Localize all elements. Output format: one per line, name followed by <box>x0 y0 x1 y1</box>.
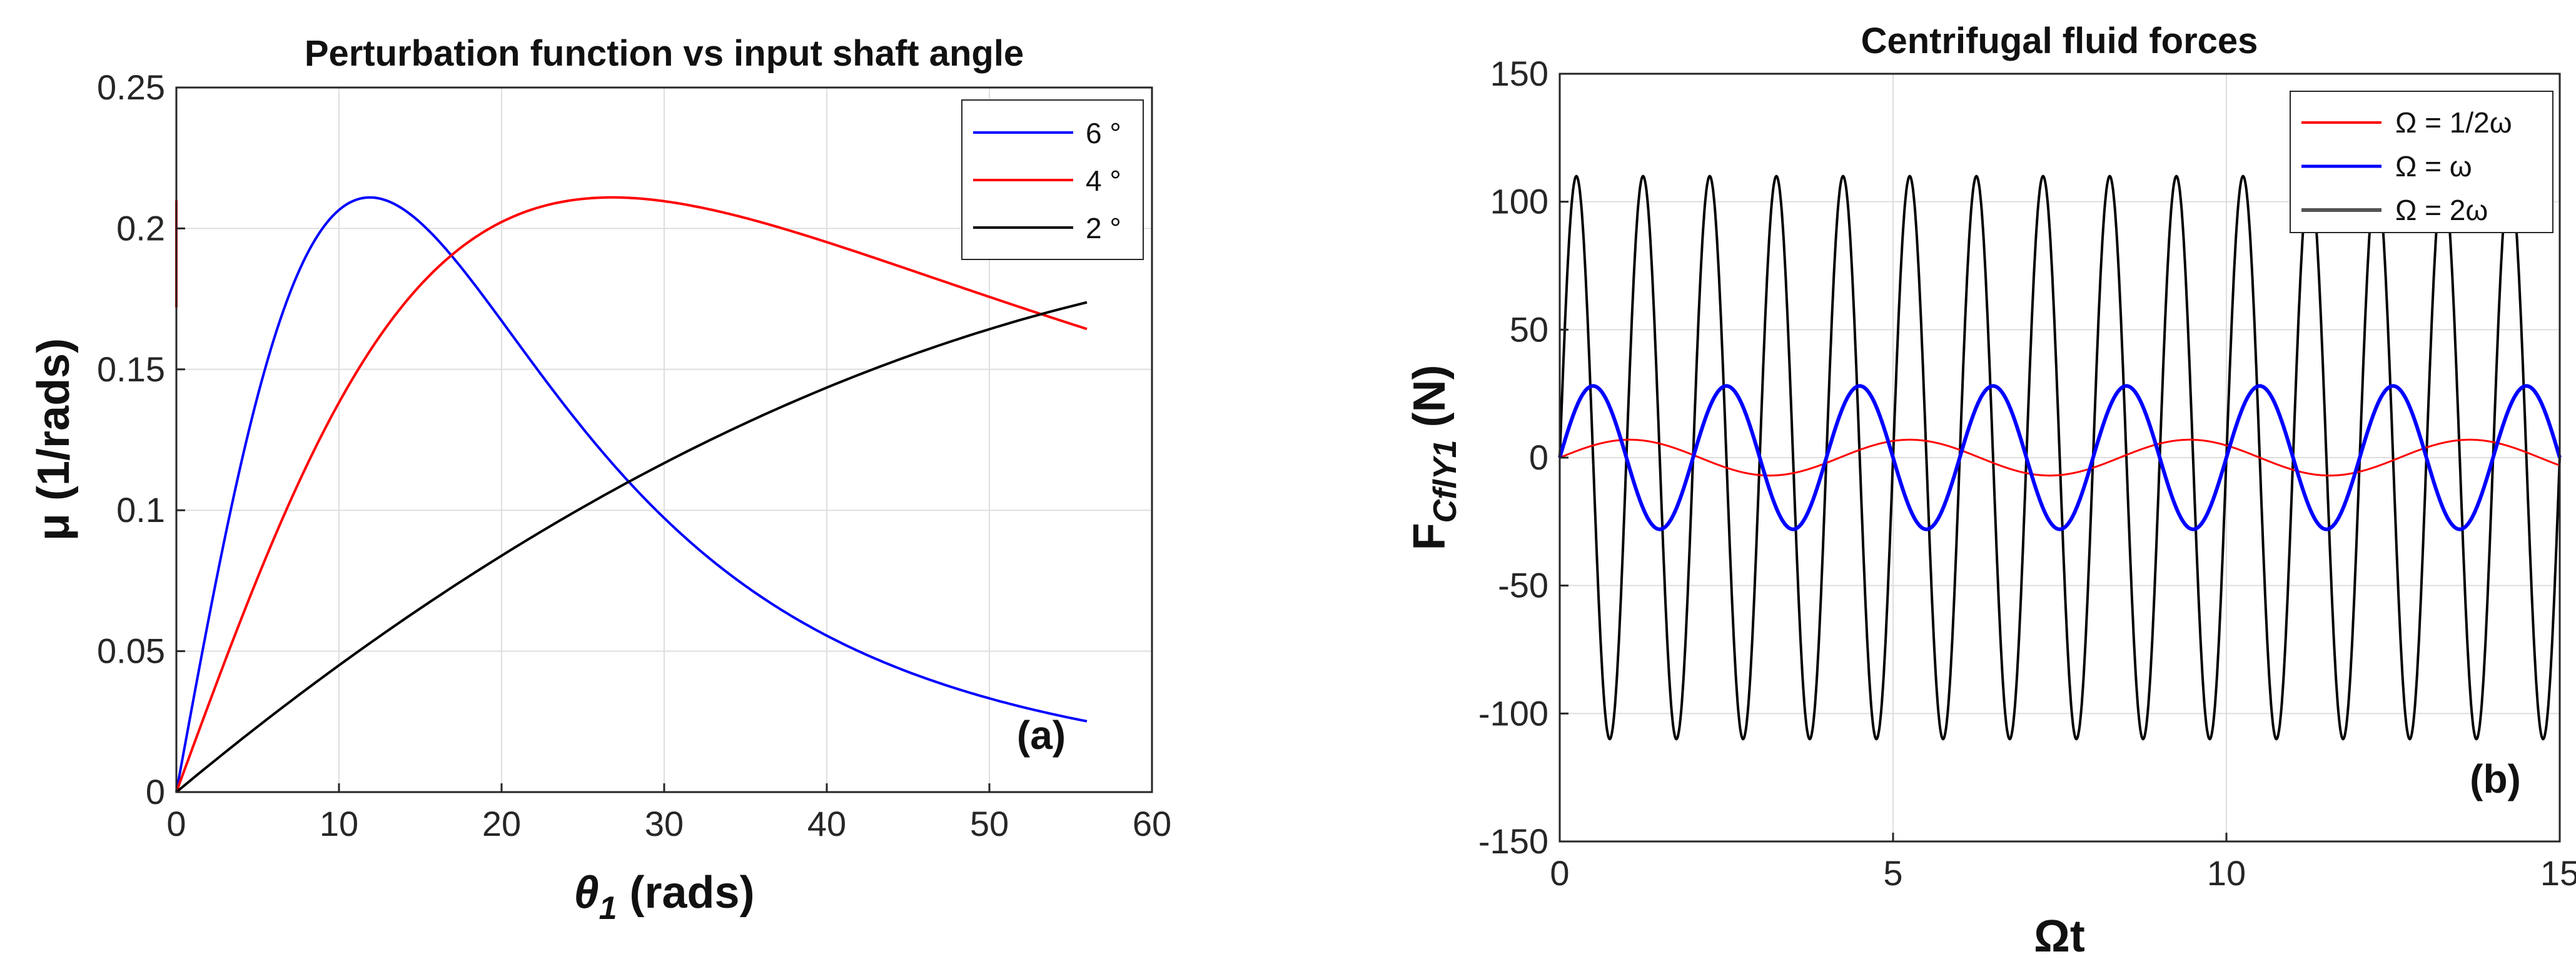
chart-a-legend: 6 ° 4 ° 2 ° <box>961 99 1144 260</box>
chart-b-y-tick-label: 150 <box>1490 54 1548 93</box>
chart-b-y-ticks: -150 -100 -50 0 50 100 150 <box>1478 54 1568 861</box>
chart-b-legend-label: Ω = 1/2ω <box>2395 106 2512 139</box>
chart-a-y-tick-label: 0.15 <box>97 349 165 389</box>
chart-b-y-tick-label: -50 <box>1498 566 1548 605</box>
chart-a-panel-label: (a) <box>1017 713 1066 758</box>
chart-a-y-tick-label: 0.2 <box>116 208 165 248</box>
chart-a-y-tick-label: 0.05 <box>97 631 165 671</box>
chart-b-x-tick-label: 5 <box>1883 853 1902 893</box>
chart-a-y-tick-label: 0.1 <box>116 490 165 530</box>
chart-a-legend-label: 2 ° <box>1086 212 1121 244</box>
chart-b-series <box>1558 174 2562 741</box>
chart-b-y-label: FCflY1 (N) <box>1405 365 1463 551</box>
chart-a-x-tick-label: 60 <box>1133 804 1171 843</box>
chart-b: 0 5 10 15 -150 -100 -50 0 50 100 150 Centrifugal … <box>1405 21 2576 961</box>
chart-b-legend-label: Ω = ω <box>2395 150 2472 183</box>
series-line-6-deg <box>175 196 1088 793</box>
series-line-half-omega <box>1559 438 2560 477</box>
chart-a-y-tick-label: 0.25 <box>97 68 165 107</box>
chart-a-x-tick-label: 10 <box>320 804 358 843</box>
chart-b-panel-label: (b) <box>2470 756 2521 801</box>
series-line-4-deg <box>175 196 1088 793</box>
chart-b-x-tick-label: 10 <box>2207 853 2246 893</box>
chart-a-x-tick-label: 0 <box>166 804 186 843</box>
chart-a-x-label: θ1 (rads) <box>573 868 754 926</box>
chart-b-y-tick-label: 50 <box>1510 309 1548 349</box>
chart-b-legend-label: Ω = 2ω <box>2395 194 2488 226</box>
chart-b-title: Centrifugal fluid forces <box>1861 21 2258 61</box>
chart-b-y-tick-label: 100 <box>1490 182 1548 221</box>
chart-b-y-tick-label: -100 <box>1478 693 1548 733</box>
chart-b-x-ticks: 0 5 10 15 <box>1550 833 2576 893</box>
chart-a-x-tick-label: 20 <box>482 804 521 843</box>
chart-a-legend-label: 4 ° <box>1086 164 1121 197</box>
chart-b-x-label: Ωt <box>2034 911 2085 961</box>
chart-b-x-tick-label: 0 <box>1550 853 1569 893</box>
series-line-omega <box>1558 384 2562 531</box>
chart-a-title: Perturbation function vs input shaft ang… <box>305 33 1024 74</box>
series-line-two-omega <box>1558 174 2561 741</box>
chart-a-series <box>175 196 1088 793</box>
chart-b-legend: Ω = 1/2ω Ω = ω Ω = 2ω <box>2290 91 2553 233</box>
chart-b-y-tick-label: -150 <box>1478 821 1548 861</box>
chart-a-legend-label: 6 ° <box>1086 117 1121 149</box>
chart-a-y-tick-label: 0 <box>146 772 165 811</box>
chart-a-x-tick-label: 30 <box>645 804 684 843</box>
chart-a-y-label: μ (1/rads) <box>29 338 79 541</box>
chart-a-x-tick-label: 40 <box>807 804 846 843</box>
chart-a-x-tick-label: 50 <box>970 804 1009 843</box>
chart-a-y-ticks: 0 0.05 0.1 0.15 0.2 0.25 <box>97 68 185 811</box>
chart-b-y-tick-label: 0 <box>1529 438 1548 477</box>
series-line-2-deg <box>175 301 1088 793</box>
chart-b-x-tick-label: 15 <box>2540 853 2576 893</box>
chart-a-x-ticks: 0 10 20 30 40 50 60 <box>166 783 1171 843</box>
